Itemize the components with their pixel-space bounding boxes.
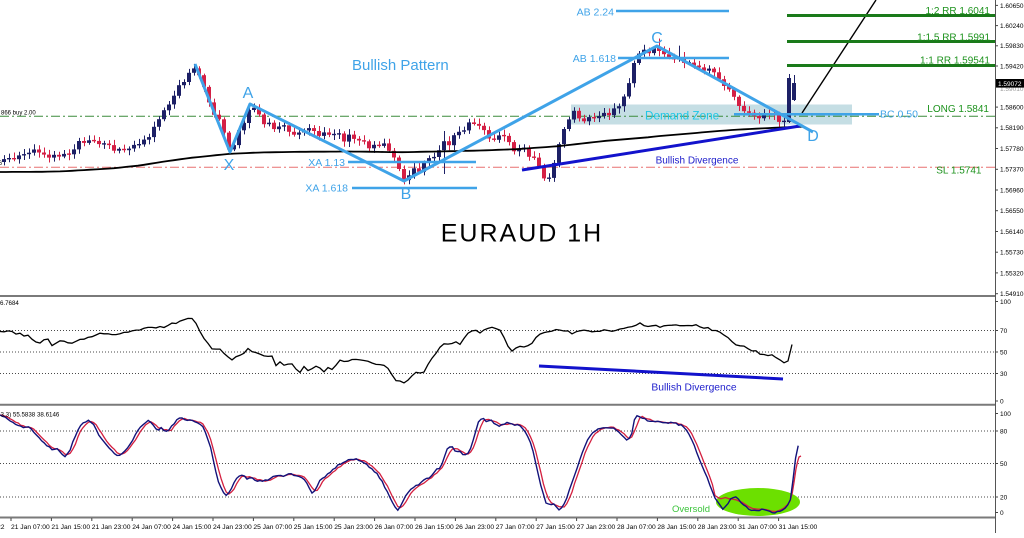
svg-text:Bullish Divergence: Bullish Divergence [651,383,737,394]
svg-text:AB 1.618: AB 1.618 [573,53,616,65]
svg-text:22: 22 [0,524,5,531]
svg-text:LONG 1.5841: LONG 1.5841 [927,104,989,115]
svg-text:1:2 RR 1.6041: 1:2 RR 1.6041 [926,6,991,17]
svg-text:50: 50 [1000,461,1008,468]
svg-text:Bullish Divergence: Bullish Divergence [656,156,739,167]
svg-text:80: 80 [1000,428,1008,435]
svg-text:D: D [807,128,819,145]
svg-text:1.60650: 1.60650 [1000,3,1024,10]
svg-text:1.54910: 1.54910 [1000,291,1024,298]
svg-text:27 Jan 15:00: 27 Jan 15:00 [536,524,575,531]
svg-text:1.56550: 1.56550 [1000,208,1024,215]
svg-text:866: 866 [0,161,3,167]
svg-text:26 Jan 15:00: 26 Jan 15:00 [415,524,454,531]
svg-text:66.7684: 66.7684 [0,300,19,307]
svg-text:24 Jan 15:00: 24 Jan 15:00 [173,524,212,531]
svg-text:31 Jan 15:00: 31 Jan 15:00 [779,524,818,531]
svg-text:26 Jan 07:00: 26 Jan 07:00 [375,524,414,531]
svg-text:XA 1.13: XA 1.13 [308,157,345,169]
svg-text:1:1 RR 1.59541: 1:1 RR 1.59541 [920,56,990,67]
svg-text:1.58600: 1.58600 [1000,105,1024,112]
svg-text:AB 2.24: AB 2.24 [577,7,615,19]
svg-text:0: 0 [1000,398,1004,405]
svg-text:Bullish Pattern: Bullish Pattern [352,57,449,74]
svg-text:X: X [224,157,235,174]
svg-text:21 Jan 07:00: 21 Jan 07:00 [11,524,50,531]
svg-text:27 Jan 23:00: 27 Jan 23:00 [577,524,616,531]
svg-text:C: C [651,30,663,47]
svg-text:Demand Zone: Demand Zone [645,110,719,123]
svg-text:3,3) 55.5838 38.6146: 3,3) 55.5838 38.6146 [1,412,60,419]
svg-text:28 Jan 07:00: 28 Jan 07:00 [617,524,656,531]
svg-text:1.60240: 1.60240 [1000,23,1024,30]
svg-text:1.57370: 1.57370 [1000,167,1024,174]
svg-text:25 Jan 07:00: 25 Jan 07:00 [253,524,292,531]
svg-text:A: A [243,85,254,102]
svg-text:24 Jan 23:00: 24 Jan 23:00 [213,524,252,531]
svg-text:20: 20 [1000,494,1008,501]
svg-text:1.56960: 1.56960 [1000,187,1024,194]
svg-text:B: B [401,186,412,203]
svg-text:1.58190: 1.58190 [1000,125,1024,132]
svg-text:1.59072: 1.59072 [998,81,1022,88]
svg-text:1:1.5 RR 1.5991: 1:1.5 RR 1.5991 [917,33,990,44]
svg-text:21 Jan 23:00: 21 Jan 23:00 [92,524,131,531]
svg-text:1.59420: 1.59420 [1000,63,1024,70]
svg-text:1.55730: 1.55730 [1000,250,1024,257]
svg-text:26 Jan 23:00: 26 Jan 23:00 [455,524,494,531]
svg-text:EURAUD 1H: EURAUD 1H [441,220,603,248]
svg-text:SL 1.5741: SL 1.5741 [936,166,982,177]
svg-text:866 buy 2.00: 866 buy 2.00 [1,111,36,117]
svg-text:100: 100 [1000,411,1011,418]
svg-text:BC 0.50: BC 0.50 [880,109,918,121]
svg-text:28 Jan 23:00: 28 Jan 23:00 [698,524,737,531]
svg-text:Oversold: Oversold [672,504,710,515]
svg-text:27 Jan 07:00: 27 Jan 07:00 [496,524,535,531]
svg-text:28 Jan 15:00: 28 Jan 15:00 [657,524,696,531]
svg-text:25 Jan 23:00: 25 Jan 23:00 [334,524,373,531]
svg-text:XA 1.618: XA 1.618 [305,183,348,195]
svg-text:1.59010: 1.59010 [1000,86,1024,93]
svg-text:0: 0 [1000,510,1004,517]
svg-text:1.57780: 1.57780 [1000,146,1024,153]
svg-text:50: 50 [1000,349,1008,356]
svg-text:70: 70 [1000,328,1008,335]
svg-text:30: 30 [1000,371,1008,378]
svg-text:1.56140: 1.56140 [1000,229,1024,236]
svg-text:1.55320: 1.55320 [1000,270,1024,277]
svg-text:100: 100 [1000,299,1011,306]
svg-text:31 Jan 07:00: 31 Jan 07:00 [738,524,777,531]
svg-text:24 Jan 07:00: 24 Jan 07:00 [132,524,171,531]
svg-text:25 Jan 15:00: 25 Jan 15:00 [294,524,333,531]
svg-text:1.59830: 1.59830 [1000,43,1024,50]
svg-text:21 Jan 15:00: 21 Jan 15:00 [51,524,90,531]
